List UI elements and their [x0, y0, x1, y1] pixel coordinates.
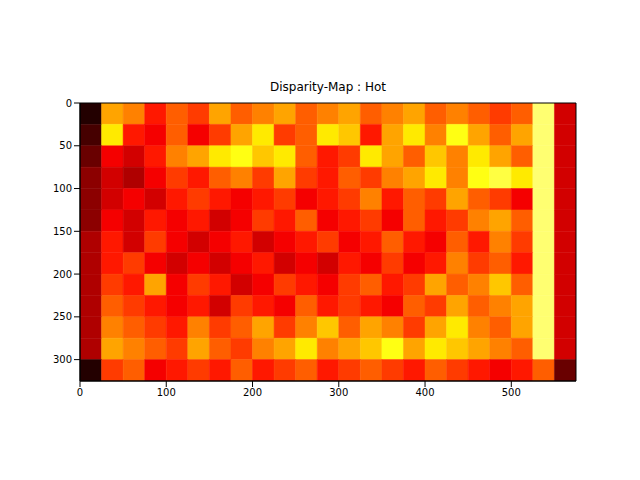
svg-text:100: 100 [157, 387, 176, 398]
svg-text:100: 100 [53, 183, 72, 194]
svg-text:0: 0 [77, 387, 83, 398]
svg-text:300: 300 [329, 387, 348, 398]
svg-text:250: 250 [53, 311, 72, 322]
html-text:Disparity-Map : Hot: Disparity-Map : Hot [270, 80, 386, 94]
svg-text:400: 400 [415, 387, 434, 398]
svg-text:200: 200 [53, 269, 72, 280]
svg-text:50: 50 [59, 140, 72, 151]
svg-text:0: 0 [66, 98, 72, 109]
svg-text:300: 300 [53, 354, 72, 365]
svg-text:200: 200 [243, 387, 262, 398]
svg-text:500: 500 [502, 387, 521, 398]
svg-text:150: 150 [53, 226, 72, 237]
